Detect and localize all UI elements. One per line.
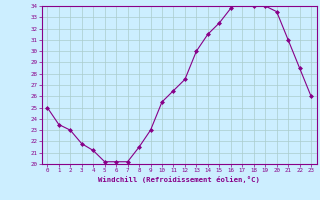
X-axis label: Windchill (Refroidissement éolien,°C): Windchill (Refroidissement éolien,°C) [98,176,260,183]
